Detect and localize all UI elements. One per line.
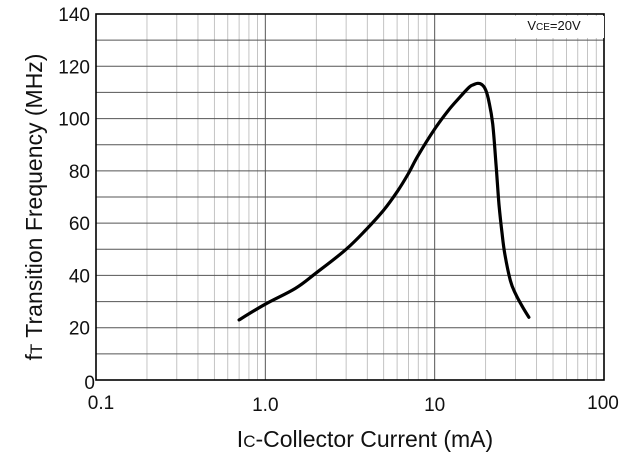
y-tick-label: 0 <box>84 373 95 394</box>
y-tick-label: 140 <box>58 5 90 26</box>
x-tick-label: 0.1 <box>88 393 114 414</box>
y-axis-subscript: T <box>27 344 46 354</box>
y-axis-text: Transition Frequency (MHz) <box>21 54 47 344</box>
x-tick-label: 1.0 <box>252 395 278 416</box>
y-tick-label: 100 <box>58 110 90 131</box>
plot-frame <box>95 13 605 381</box>
vce-symbol: V <box>527 18 536 33</box>
vce-annotation: VCE=20V <box>504 16 604 38</box>
ft-vs-ic-curve <box>237 81 531 322</box>
y-tick-label: 60 <box>69 214 90 235</box>
x-tick-label: 10 <box>424 395 445 416</box>
x-axis-symbol: I <box>237 426 243 452</box>
y-tick-label: 20 <box>69 319 90 340</box>
y-axis-symbol: f <box>21 353 47 360</box>
vce-value: =20V <box>550 18 581 33</box>
y-tick-label: 120 <box>58 57 90 78</box>
vce-subscript: CE <box>536 22 550 33</box>
y-tick-label: 40 <box>69 266 90 287</box>
y-tick-label: 80 <box>69 162 90 183</box>
y-axis-label: fT Transition Frequency (MHz) <box>21 54 47 361</box>
svg-text:VCE=20V: VCE=20V <box>527 18 581 33</box>
x-axis-subscript: C <box>243 432 255 451</box>
x-tick-label: 100 <box>587 393 619 414</box>
tick-labels: 0.1 1.0 10 100 0 20 40 60 80 100 120 140 <box>58 5 619 416</box>
x-axis-label: IC-Collector Current (mA) <box>237 426 493 452</box>
x-axis-text: -Collector Current (mA) <box>255 426 493 452</box>
grid <box>96 14 604 380</box>
